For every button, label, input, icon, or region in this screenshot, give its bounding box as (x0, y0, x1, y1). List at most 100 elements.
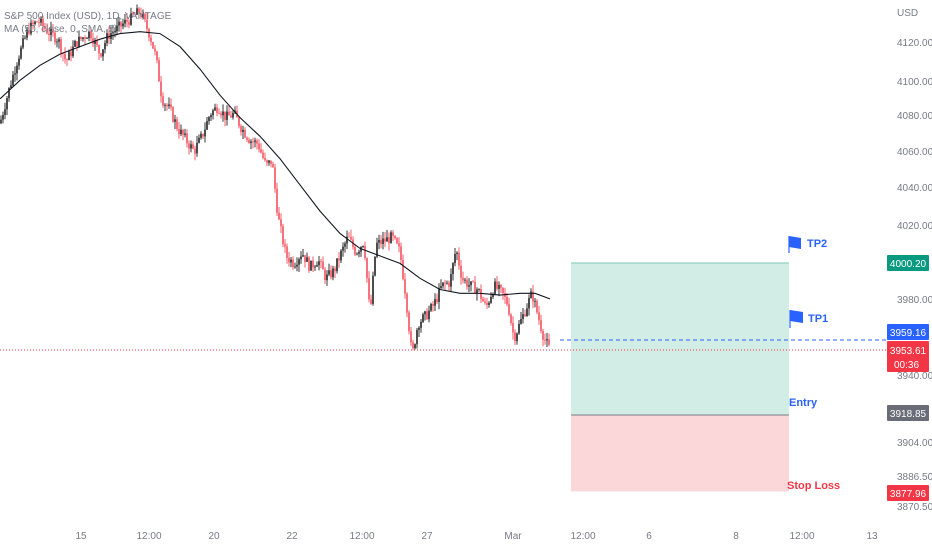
candle-body (536, 300, 538, 313)
candle-body (232, 112, 234, 118)
candle-body (510, 314, 512, 323)
candle-body (294, 266, 296, 268)
candle-body (176, 119, 178, 130)
candle-body (464, 279, 466, 281)
candle-body (490, 296, 492, 303)
bar-countdown: 00:36 (894, 360, 919, 371)
candle-body (316, 265, 318, 267)
price-tick-label: 4040.00 (897, 183, 932, 194)
candle-body (482, 298, 484, 302)
candle-body (74, 41, 76, 47)
candle-body (354, 246, 356, 255)
candle-body (202, 133, 204, 137)
symbol-info: S&P 500 Index (USD), 1D, VANTAGE (4, 11, 172, 22)
candle-body (34, 21, 36, 24)
tp1-marker[interactable]: TP1 (789, 310, 828, 328)
candle-body (386, 237, 388, 242)
candle-body (68, 51, 70, 61)
candle-body (502, 287, 504, 294)
candle-body (400, 246, 402, 260)
candle-body (450, 274, 452, 287)
candle-body (256, 140, 258, 144)
candle-body (192, 144, 194, 149)
tp1-label: TP1 (808, 313, 828, 325)
candle-body (266, 160, 268, 163)
candle-body (488, 302, 490, 305)
candle-body (190, 144, 192, 149)
candle-body (500, 284, 502, 288)
candle-body (198, 137, 200, 143)
position-zones[interactable] (571, 262, 789, 492)
candle-body (210, 115, 212, 118)
candle-body (468, 285, 470, 287)
candle-body (544, 339, 546, 341)
time-axis[interactable]: 15 12:00 20 22 12:00 27 Mar 12:00 6 8 12:00 13 (75, 531, 878, 542)
candle-body (440, 286, 442, 288)
price-axis-currency: USD (897, 8, 918, 19)
candle-body (100, 53, 102, 57)
entry-label: Entry (789, 397, 818, 409)
candle-body (180, 129, 182, 135)
price-axis[interactable]: USD 4120.00 4100.00 4080.00 4060.00 4040.00 4… (897, 8, 932, 513)
candle-body (518, 323, 520, 334)
candle-body (242, 129, 244, 132)
candle-body (392, 232, 394, 236)
candle-body (146, 19, 148, 30)
candle-body (38, 21, 40, 23)
candle-body (132, 12, 134, 15)
candle-body (150, 37, 152, 42)
candle-body (520, 319, 522, 324)
candle-body (40, 18, 42, 23)
time-tick-label: 22 (286, 531, 298, 542)
candle-body (264, 157, 266, 161)
candle-body (406, 293, 408, 313)
candle-body (222, 111, 224, 116)
tp2-marker[interactable]: TP2 (788, 236, 827, 253)
tag-entry: 3918.85 (887, 405, 929, 421)
candle-body (226, 111, 228, 120)
candle-body (96, 40, 98, 45)
candle-body (388, 237, 390, 244)
candle-body (4, 109, 6, 115)
candle-body (254, 140, 256, 142)
candle-body (14, 73, 16, 75)
candle-body (374, 256, 376, 276)
candle-body (258, 143, 260, 150)
candle-body (72, 46, 74, 57)
candle-body (334, 268, 336, 272)
candle-body (434, 299, 436, 306)
stop-loss-label: Stop Loss (787, 480, 840, 492)
tp2-label: TP2 (807, 238, 827, 250)
candle-body (286, 246, 288, 258)
candle-body (24, 37, 26, 39)
candle-body (244, 129, 246, 138)
candle-body (130, 12, 132, 25)
price-tick-label: 3904.00 (897, 438, 932, 449)
candle-body (52, 28, 54, 33)
candle-body (412, 342, 414, 349)
candle-body (290, 259, 292, 263)
candle-body (92, 38, 94, 44)
candle-body (2, 114, 4, 120)
candle-body (170, 104, 172, 108)
candle-body (506, 296, 508, 305)
candle-body (80, 36, 82, 39)
candle-body (200, 133, 202, 138)
candle-body (166, 104, 168, 107)
price-tick-label: 4020.00 (897, 221, 932, 232)
candle-body (28, 29, 30, 34)
candle-body (292, 259, 294, 268)
time-tick-label: 27 (421, 531, 433, 542)
svg-text:3959.16: 3959.16 (890, 328, 927, 339)
candle-body (120, 21, 122, 27)
candle-body (196, 142, 198, 154)
candle-body (148, 29, 150, 38)
candle-body (106, 33, 108, 44)
svg-text:3918.85: 3918.85 (890, 409, 927, 420)
candle-body (82, 37, 84, 39)
candle-body (398, 243, 400, 247)
candle-body (496, 281, 498, 289)
candle-body (134, 14, 136, 16)
price-tick-label: 4060.00 (897, 147, 932, 158)
